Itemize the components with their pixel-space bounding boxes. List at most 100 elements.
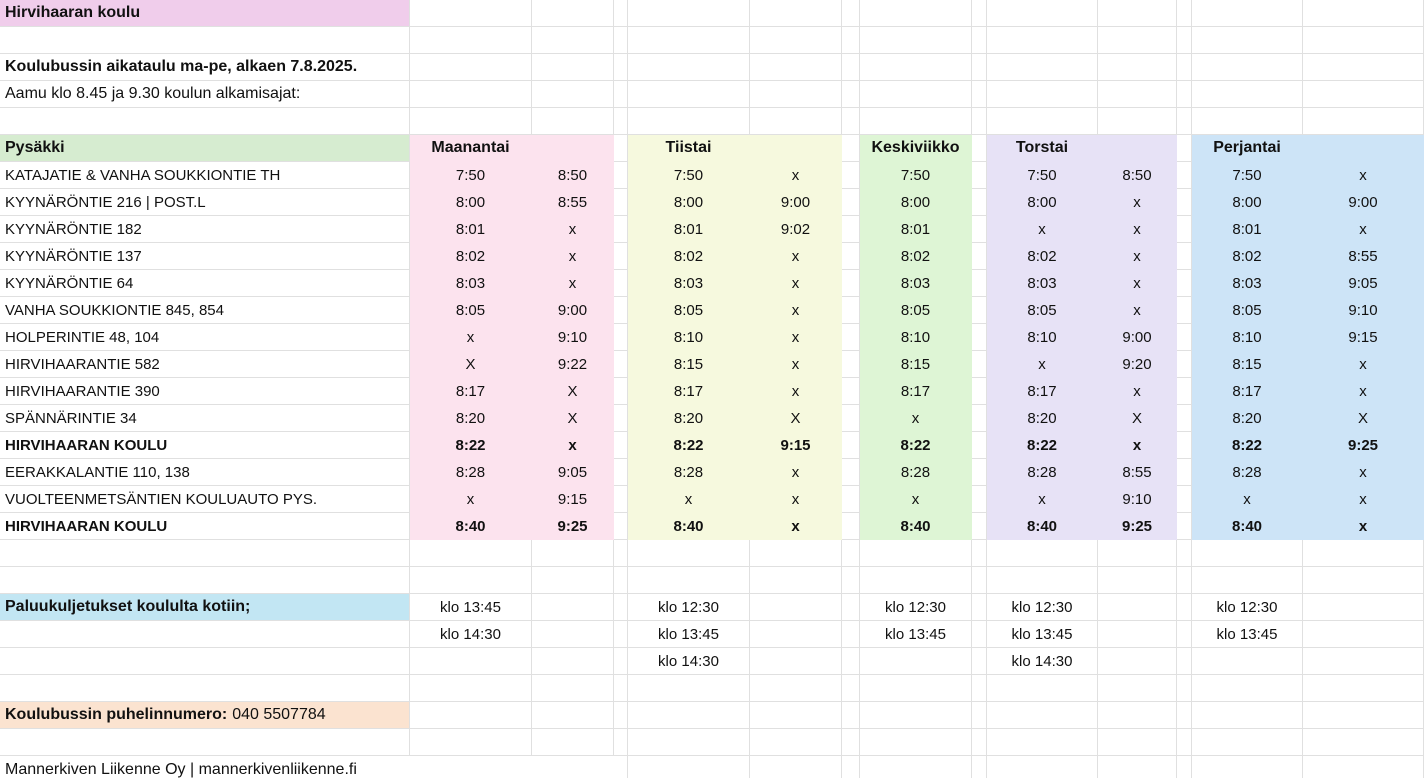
- time-cell: X: [532, 405, 614, 432]
- empty-cell: [532, 621, 614, 648]
- stop-cell: EERAKKALANTIE 110, 138: [0, 459, 410, 486]
- day-header-fill-cell: [750, 135, 842, 162]
- time-cell: 8:10: [628, 324, 750, 351]
- empty-cell: [628, 0, 750, 27]
- empty-cell: [1177, 297, 1192, 324]
- time-cell: 9:00: [1303, 189, 1424, 216]
- empty-cell: [0, 675, 410, 702]
- time-cell: 9:00: [1098, 324, 1177, 351]
- empty-cell: [987, 54, 1098, 81]
- empty-cell: [532, 540, 614, 567]
- empty-cell: [842, 675, 860, 702]
- empty-cell: [532, 0, 614, 27]
- day-header-cell: Maanantai: [410, 135, 532, 162]
- time-cell: 8:17: [1192, 378, 1303, 405]
- time-cell: x: [1303, 216, 1424, 243]
- time-cell: 8:01: [628, 216, 750, 243]
- time-cell: x: [1098, 297, 1177, 324]
- time-cell: 9:25: [1098, 513, 1177, 540]
- empty-cell: [0, 540, 410, 567]
- empty-cell: [1303, 81, 1424, 108]
- empty-cell: [1177, 135, 1192, 162]
- day-header-cell: Perjantai: [1192, 135, 1303, 162]
- empty-cell: [1303, 540, 1424, 567]
- empty-cell: [842, 432, 860, 459]
- day-header-cell: Torstai: [987, 135, 1098, 162]
- stop-cell: HIRVIHAARAN KOULU: [0, 513, 410, 540]
- time-cell: x: [750, 297, 842, 324]
- time-cell: 8:10: [987, 324, 1098, 351]
- empty-cell: [987, 540, 1098, 567]
- time-cell: 8:03: [860, 270, 972, 297]
- empty-cell: [987, 81, 1098, 108]
- empty-cell: [972, 540, 987, 567]
- empty-cell: [628, 675, 750, 702]
- empty-cell: [972, 621, 987, 648]
- empty-cell: [842, 756, 860, 778]
- empty-cell: [628, 756, 750, 778]
- time-cell: 9:00: [532, 297, 614, 324]
- time-cell: 8:40: [860, 513, 972, 540]
- empty-cell: [842, 297, 860, 324]
- time-cell: x: [750, 324, 842, 351]
- time-cell: x: [750, 243, 842, 270]
- empty-cell: [1098, 0, 1177, 27]
- empty-cell: [972, 243, 987, 270]
- empty-cell: [750, 540, 842, 567]
- time-cell: x: [1303, 351, 1424, 378]
- empty-cell: [614, 324, 628, 351]
- empty-cell: [614, 351, 628, 378]
- time-cell: 8:10: [1192, 324, 1303, 351]
- empty-cell: [628, 729, 750, 756]
- empty-cell: [614, 756, 628, 778]
- empty-cell: [1303, 54, 1424, 81]
- empty-cell: [614, 675, 628, 702]
- empty-cell: [1192, 756, 1303, 778]
- empty-cell: [410, 675, 532, 702]
- empty-cell: [614, 567, 628, 594]
- return-time-cell: klo 12:30: [860, 594, 972, 621]
- empty-cell: [1177, 432, 1192, 459]
- empty-cell: [972, 405, 987, 432]
- empty-cell: [972, 486, 987, 513]
- time-cell: 8:17: [860, 378, 972, 405]
- stop-cell: KYYNÄRÖNTIE 182: [0, 216, 410, 243]
- empty-cell: [750, 567, 842, 594]
- stop-cell: KYYNÄRÖNTIE 216 | POST.L: [0, 189, 410, 216]
- empty-cell: [532, 648, 614, 675]
- empty-cell: [750, 648, 842, 675]
- schedule-note: Aamu klo 8.45 ja 9.30 koulun alkamisajat…: [0, 81, 410, 108]
- empty-cell: [0, 729, 410, 756]
- empty-cell: [860, 108, 972, 135]
- time-cell: 8:50: [532, 162, 614, 189]
- empty-cell: [614, 270, 628, 297]
- time-cell: x: [1192, 486, 1303, 513]
- time-cell: x: [750, 459, 842, 486]
- time-cell: 9:10: [1303, 297, 1424, 324]
- empty-cell: [750, 675, 842, 702]
- time-cell: 9:00: [750, 189, 842, 216]
- time-cell: 9:15: [750, 432, 842, 459]
- time-cell: 8:20: [410, 405, 532, 432]
- empty-cell: [972, 216, 987, 243]
- empty-cell: [1303, 0, 1424, 27]
- empty-cell: [0, 27, 410, 54]
- time-cell: 8:05: [628, 297, 750, 324]
- empty-cell: [628, 108, 750, 135]
- stop-cell: HOLPERINTIE 48, 104: [0, 324, 410, 351]
- empty-cell: [1192, 0, 1303, 27]
- time-cell: 8:03: [1192, 270, 1303, 297]
- empty-cell: [842, 459, 860, 486]
- empty-cell: [860, 702, 972, 729]
- empty-cell: [1177, 513, 1192, 540]
- empty-cell: [614, 621, 628, 648]
- time-cell: x: [1303, 486, 1424, 513]
- time-cell: 8:00: [987, 189, 1098, 216]
- empty-cell: [410, 540, 532, 567]
- empty-cell: [1098, 756, 1177, 778]
- day-header-cell: Tiistai: [628, 135, 750, 162]
- time-cell: 8:05: [860, 297, 972, 324]
- time-cell: x: [750, 162, 842, 189]
- time-cell: 8:00: [1192, 189, 1303, 216]
